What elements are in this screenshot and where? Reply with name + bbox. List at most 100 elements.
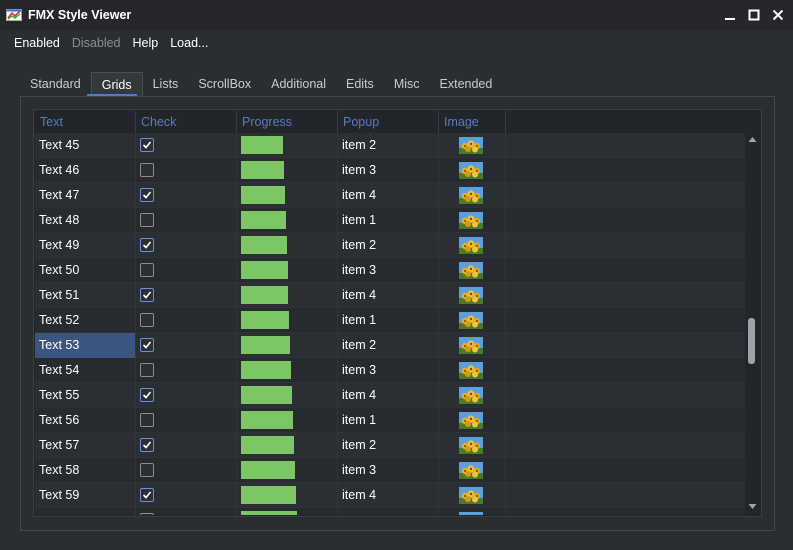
cell-progress bbox=[237, 508, 338, 515]
flowers-thumbnail-icon bbox=[459, 362, 483, 379]
table-row[interactable]: Text 45 item 2 bbox=[35, 133, 746, 158]
cell-popup[interactable]: item 2 bbox=[338, 233, 439, 258]
scrollbar-thumb[interactable] bbox=[748, 318, 755, 364]
cell-text[interactable]: Text 54 bbox=[35, 358, 136, 383]
cell-text[interactable] bbox=[35, 508, 136, 515]
table-row[interactable]: Text 47 item 4 bbox=[35, 183, 746, 208]
row-checkbox[interactable] bbox=[140, 488, 154, 502]
column-header-text[interactable]: Text bbox=[35, 111, 136, 133]
table-row[interactable]: Text 51 item 4 bbox=[35, 283, 746, 308]
scroll-up-arrow-icon[interactable] bbox=[748, 134, 757, 144]
cell-text[interactable]: Text 51 bbox=[35, 283, 136, 308]
cell-popup[interactable]: item 4 bbox=[338, 183, 439, 208]
row-checkbox[interactable] bbox=[140, 438, 154, 452]
table-row[interactable]: Text 57 item 2 bbox=[35, 433, 746, 458]
column-header-progress[interactable]: Progress bbox=[237, 111, 338, 133]
row-checkbox[interactable] bbox=[140, 313, 154, 327]
cell-popup[interactable]: item 3 bbox=[338, 158, 439, 183]
tab-lists[interactable]: Lists bbox=[152, 77, 179, 91]
cell-text[interactable]: Text 58 bbox=[35, 458, 136, 483]
cell-popup[interactable] bbox=[338, 508, 439, 515]
cell-popup[interactable]: item 2 bbox=[338, 133, 439, 158]
cell-text[interactable]: Text 57 bbox=[35, 433, 136, 458]
table-row[interactable]: Text 50 item 3 bbox=[35, 258, 746, 283]
tab-additional[interactable]: Additional bbox=[271, 77, 327, 91]
cell-image bbox=[439, 133, 506, 158]
table-row[interactable]: Text 48 item 1 bbox=[35, 208, 746, 233]
menu-enabled[interactable]: Enabled bbox=[14, 36, 60, 50]
cell-text[interactable]: Text 49 bbox=[35, 233, 136, 258]
column-header-popup[interactable]: Popup bbox=[338, 111, 439, 133]
close-button[interactable] bbox=[767, 0, 789, 30]
vertical-scrollbar[interactable] bbox=[745, 132, 760, 514]
cell-popup[interactable]: item 1 bbox=[338, 308, 439, 333]
table-row[interactable]: Text 54 item 3 bbox=[35, 358, 746, 383]
row-checkbox[interactable] bbox=[140, 163, 154, 177]
row-checkbox[interactable] bbox=[140, 413, 154, 427]
cell-check bbox=[136, 183, 237, 208]
column-header-check[interactable]: Check bbox=[136, 111, 237, 133]
cell-text[interactable]: Text 53 bbox=[35, 333, 136, 358]
minimize-button[interactable] bbox=[719, 0, 741, 30]
table-row[interactable]: Text 52 item 1 bbox=[35, 308, 746, 333]
flowers-thumbnail-icon bbox=[459, 512, 483, 515]
cell-text[interactable]: Text 55 bbox=[35, 383, 136, 408]
row-checkbox[interactable] bbox=[140, 138, 154, 152]
cell-check bbox=[136, 383, 237, 408]
cell-text[interactable]: Text 47 bbox=[35, 183, 136, 208]
cell-text[interactable]: Text 50 bbox=[35, 258, 136, 283]
scroll-down-arrow-icon[interactable] bbox=[748, 502, 757, 512]
tab-standard[interactable]: Standard bbox=[30, 77, 81, 91]
cell-text[interactable]: Text 56 bbox=[35, 408, 136, 433]
cell-text[interactable]: Text 48 bbox=[35, 208, 136, 233]
string-grid[interactable]: Text Check Progress Popup Image Text 45 i… bbox=[35, 111, 746, 515]
cell-check bbox=[136, 308, 237, 333]
column-header-image[interactable]: Image bbox=[439, 111, 506, 133]
flowers-thumbnail-icon bbox=[459, 162, 483, 179]
cell-popup[interactable]: item 4 bbox=[338, 383, 439, 408]
row-checkbox[interactable] bbox=[140, 263, 154, 277]
row-checkbox[interactable] bbox=[140, 238, 154, 252]
row-filler bbox=[506, 283, 746, 307]
row-checkbox[interactable] bbox=[140, 338, 154, 352]
cell-popup[interactable]: item 3 bbox=[338, 458, 439, 483]
cell-popup[interactable]: item 2 bbox=[338, 333, 439, 358]
cell-progress bbox=[237, 183, 338, 208]
cell-popup[interactable]: item 2 bbox=[338, 433, 439, 458]
tab-grids[interactable]: Grids bbox=[90, 72, 143, 96]
row-checkbox[interactable] bbox=[140, 188, 154, 202]
cell-text[interactable]: Text 45 bbox=[35, 133, 136, 158]
cell-image bbox=[439, 158, 506, 183]
cell-text[interactable]: Text 46 bbox=[35, 158, 136, 183]
cell-popup[interactable]: item 1 bbox=[338, 408, 439, 433]
tab-misc[interactable]: Misc bbox=[393, 77, 420, 91]
cell-popup[interactable]: item 1 bbox=[338, 208, 439, 233]
row-checkbox[interactable] bbox=[140, 463, 154, 477]
cell-popup[interactable]: item 4 bbox=[338, 483, 439, 508]
tab-scrollbox[interactable]: ScrollBox bbox=[198, 77, 252, 91]
grid-container: Text Check Progress Popup Image Text 45 i… bbox=[33, 109, 762, 517]
cell-popup[interactable]: item 4 bbox=[338, 283, 439, 308]
row-checkbox[interactable] bbox=[140, 388, 154, 402]
cell-popup[interactable]: item 3 bbox=[338, 258, 439, 283]
tab-extended[interactable]: Extended bbox=[439, 77, 493, 91]
menu-load[interactable]: Load... bbox=[170, 36, 209, 50]
row-checkbox[interactable] bbox=[140, 513, 154, 515]
table-row[interactable] bbox=[35, 508, 746, 515]
table-row[interactable]: Text 53 item 2 bbox=[35, 333, 746, 358]
cell-text[interactable]: Text 52 bbox=[35, 308, 136, 333]
row-checkbox[interactable] bbox=[140, 288, 154, 302]
row-checkbox[interactable] bbox=[140, 363, 154, 377]
tab-edits[interactable]: Edits bbox=[346, 77, 374, 91]
row-checkbox[interactable] bbox=[140, 213, 154, 227]
table-row[interactable]: Text 46 item 3 bbox=[35, 158, 746, 183]
table-row[interactable]: Text 55 item 4 bbox=[35, 383, 746, 408]
maximize-button[interactable] bbox=[743, 0, 765, 30]
table-row[interactable]: Text 58 item 3 bbox=[35, 458, 746, 483]
cell-popup[interactable]: item 3 bbox=[338, 358, 439, 383]
menu-help[interactable]: Help bbox=[132, 36, 159, 50]
table-row[interactable]: Text 59 item 4 bbox=[35, 483, 746, 508]
table-row[interactable]: Text 49 item 2 bbox=[35, 233, 746, 258]
table-row[interactable]: Text 56 item 1 bbox=[35, 408, 746, 433]
cell-text[interactable]: Text 59 bbox=[35, 483, 136, 508]
